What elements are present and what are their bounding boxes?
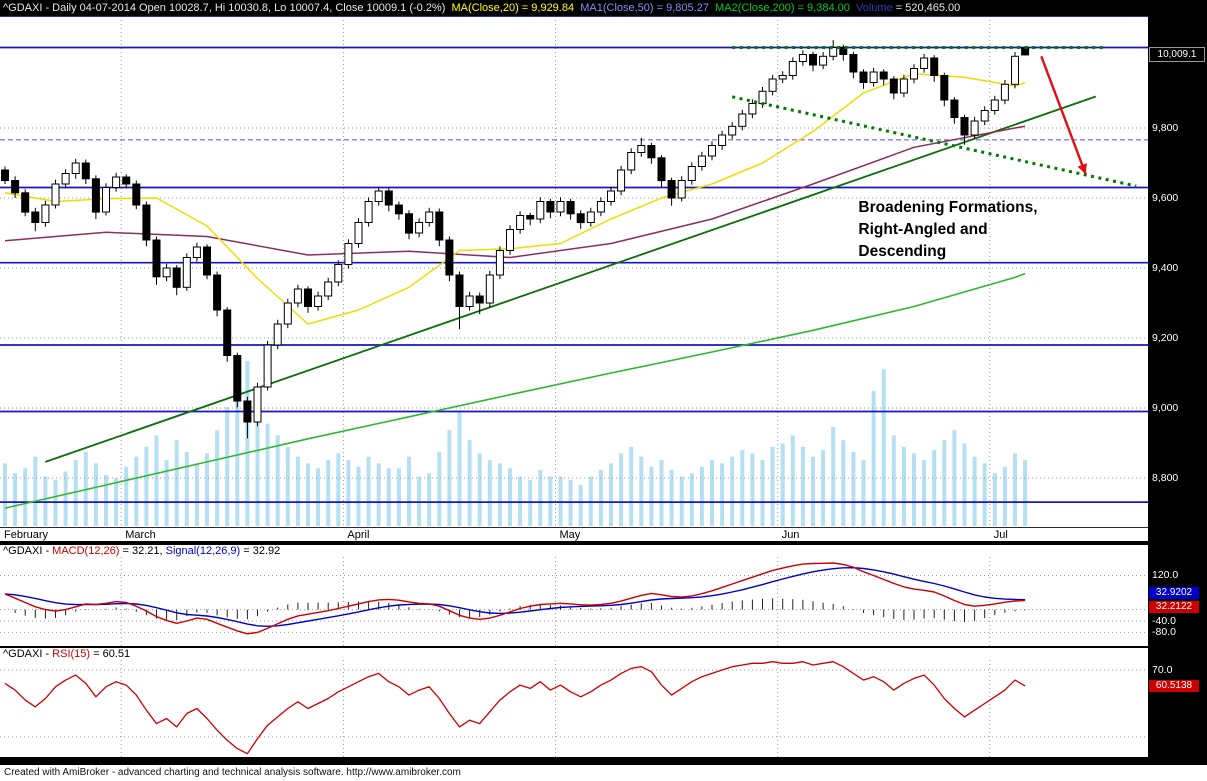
price-axis-label: 9,200 <box>1152 332 1179 344</box>
signal-label: Signal(12,26,9) <box>165 545 241 557</box>
rsi-value-box: 60.5138 <box>1149 680 1199 692</box>
moving-averages-layer <box>4 72 1097 509</box>
macd-axis-label: 120.0 <box>1152 569 1179 581</box>
grid-layer <box>0 16 1148 527</box>
month-label: February <box>4 529 49 541</box>
projection-arrow <box>1040 55 1087 175</box>
macd-chart <box>0 557 1148 646</box>
rsi-panel-title: ^GDAXI - RSI(15) = 60.51 <box>0 648 1148 660</box>
month-label: April <box>347 529 370 541</box>
pattern-annotation-text: Broadening Formations, Right-Angled and De… <box>858 199 1037 260</box>
ohlc-summary: ^GDAXI - Daily 04-07-2014 Open 10028.7, … <box>3 2 452 14</box>
svg-text:Descending: Descending <box>858 243 946 260</box>
price-axis-label: 9,400 <box>1152 262 1179 274</box>
main-chart-pane[interactable]: Broadening Formations, Right-Angled and De… <box>0 16 1148 527</box>
macd-panel-title: ^GDAXI - MACD(12,26) = 32.21, Signal(12,… <box>0 545 1148 557</box>
rsi-value: = 60.51 <box>90 648 131 660</box>
last-price-box: 10,009.1 <box>1149 47 1205 62</box>
rsi-chart <box>0 660 1148 757</box>
month-label: May <box>559 529 581 541</box>
price-axis-label: 8,800 <box>1152 472 1179 484</box>
rsi-symbol: ^GDAXI - <box>3 648 53 660</box>
svg-text:Right-Angled and: Right-Angled and <box>858 221 987 238</box>
month-label: Jun <box>781 529 800 541</box>
candles-layer <box>1 40 1030 439</box>
rsi-label: RSI(15) <box>52 648 91 660</box>
ma50-readout: MA1(Close,50) = 9,805.27 <box>580 2 716 14</box>
month-label: March <box>125 529 156 541</box>
time-axis: February March April May Jun Jul <box>0 527 1148 541</box>
volume-value: = 520,465.00 <box>892 2 961 14</box>
volume-label: Volume <box>856 2 893 14</box>
price-chart: Broadening Formations, Right-Angled and De… <box>0 16 1148 527</box>
macd-pane[interactable] <box>0 557 1148 646</box>
macd-lines <box>4 562 1026 635</box>
macd-grid <box>0 557 1148 646</box>
rsi-grid <box>0 660 1148 757</box>
ma200-readout: MA2(Close,200) = 9,384.00 <box>715 2 856 14</box>
svg-text:Broadening Formations,: Broadening Formations, <box>858 199 1037 216</box>
ma20-readout: MA(Close,20) = 9,929.84 <box>451 2 581 14</box>
macd-value-box: 32.2122 <box>1149 601 1199 613</box>
status-bar: Created with AmiBroker - advanced charti… <box>0 765 1207 781</box>
support-resistance-lines <box>0 46 1148 503</box>
signal-value: = 32.92 <box>240 545 281 557</box>
status-text: Created with AmiBroker - advanced charti… <box>4 767 461 778</box>
price-axis-label: 9,800 <box>1152 122 1179 134</box>
rsi-pane[interactable] <box>0 660 1148 757</box>
price-axis-label: 9,600 <box>1152 192 1179 204</box>
price-axis-label: 9,000 <box>1152 402 1179 414</box>
rsi-axis-label: 70.0 <box>1152 664 1173 676</box>
macd-axis-label: -80.0 <box>1152 626 1176 638</box>
broadening-formation-lines <box>731 46 1137 188</box>
macd-axis-label: -40.0 <box>1152 615 1176 627</box>
chart-title-bar: ^GDAXI - Daily 04-07-2014 Open 10028.7, … <box>0 0 1207 16</box>
month-label: Jul <box>993 529 1008 541</box>
macd-value: = 32.21, <box>119 545 166 557</box>
rsi-line <box>4 661 1026 755</box>
macd-symbol: ^GDAXI - <box>3 545 53 557</box>
macd-label: MACD(12,26) <box>52 545 120 557</box>
signal-value-box: 32.9202 <box>1149 587 1199 599</box>
